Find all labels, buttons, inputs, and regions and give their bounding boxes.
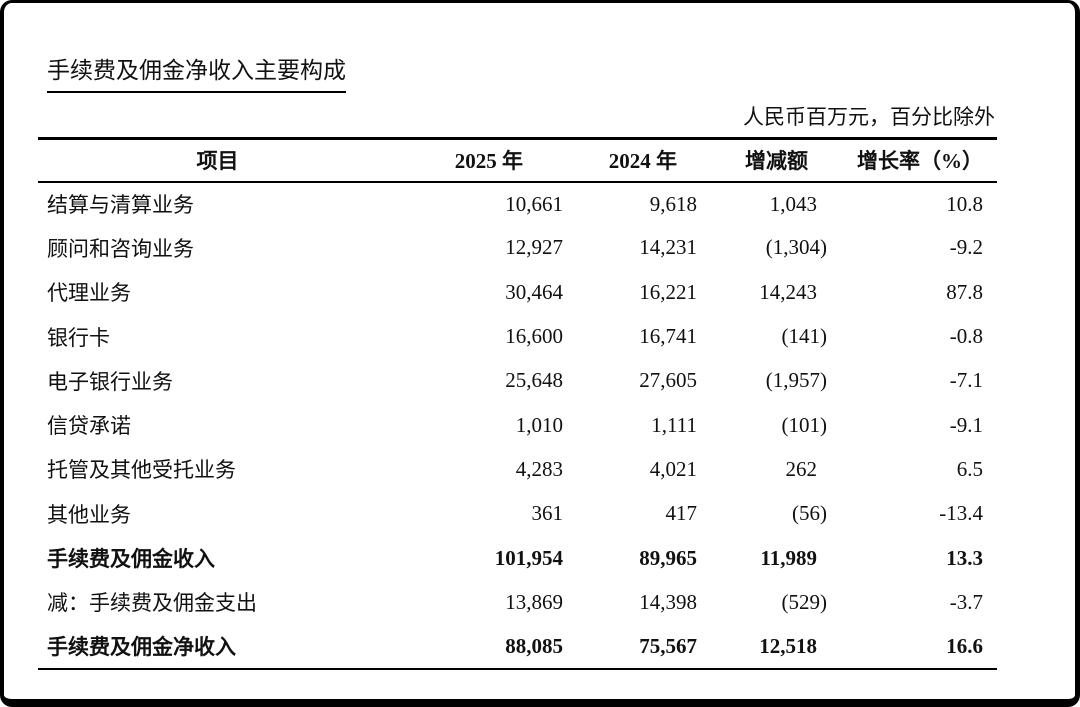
cell-2024: 9,618 (649, 191, 697, 216)
col-header-2025: 2025 年 (388, 137, 563, 183)
cell-change: (101) (781, 412, 828, 437)
cell-2024: 14,231 (639, 235, 697, 260)
table-row: 电子银行业务 25,648 27,605 (1,957) -7.1 (38, 359, 997, 403)
fee-commission-table: 项目 2025 年 2024 年 增减额 增长率（%） 结算与清算业务 10,6… (38, 137, 997, 670)
table-row: 银行卡 16,600 16,741 (141) -0.8 (38, 314, 997, 358)
cell-growth: -3.7 (949, 589, 983, 614)
cell-change: 262 (785, 456, 818, 481)
cell-item: 电子银行业务 (47, 369, 173, 394)
table-row-total-income: 手续费及佣金收入 101,954 89,965 11,989 13.3 (38, 536, 997, 580)
table-row: 信贷承诺 1,010 1,111 (101) -9.1 (38, 403, 997, 447)
unit-note: 人民币百万元，百分比除外 (743, 105, 995, 129)
cell-item: 减：手续费及佣金支出 (47, 591, 257, 616)
col-header-growth: 增长率（%） (817, 137, 997, 183)
cell-change: 1,043 (769, 191, 817, 216)
cell-2024: 1,111 (651, 412, 697, 437)
cell-2024: 14,398 (639, 589, 697, 614)
cell-2025: 101,954 (494, 545, 563, 570)
cell-growth: -7.1 (949, 368, 983, 393)
cell-2025: 13,869 (505, 589, 563, 614)
cell-change: (529) (781, 589, 828, 614)
cell-item: 手续费及佣金收入 (47, 547, 215, 572)
cell-item: 顾问和咨询业务 (47, 236, 194, 261)
cell-change: 12,518 (697, 624, 817, 670)
cell-2025: 25,648 (505, 368, 563, 393)
cell-2024: 4,021 (649, 456, 697, 481)
cell-2025: 12,927 (505, 235, 563, 260)
cell-growth: 16.6 (817, 624, 997, 670)
cell-2025: 1,010 (515, 412, 563, 437)
table-row-net-income: 手续费及佣金净收入 88,085 75,567 12,518 16.6 (38, 624, 997, 670)
cell-2024: 417 (665, 501, 698, 526)
cell-item: 托管及其他受托业务 (47, 458, 236, 483)
cell-2025: 88,085 (388, 624, 563, 670)
cell-growth: -13.4 (939, 501, 983, 526)
cell-growth: -0.8 (949, 324, 983, 349)
cell-growth: -9.2 (949, 235, 983, 260)
cell-2025: 4,283 (515, 456, 563, 481)
cell-item: 手续费及佣金净收入 (38, 624, 388, 670)
cell-2025: 16,600 (505, 324, 563, 349)
cell-change: (1,957) (765, 368, 827, 393)
table-row: 结算与清算业务 10,661 9,618 1,043 10.8 (38, 182, 997, 226)
cell-change: 14,243 (759, 279, 817, 304)
cell-2024: 16,741 (639, 324, 697, 349)
table-row: 顾问和咨询业务 12,927 14,231 (1,304) -9.2 (38, 226, 997, 270)
cell-growth: -9.1 (949, 412, 983, 437)
cell-2025: 30,464 (505, 279, 563, 304)
cell-growth: 87.8 (946, 279, 983, 304)
col-header-2024: 2024 年 (563, 137, 697, 183)
cell-growth: 13.3 (946, 545, 983, 570)
table-row: 代理业务 30,464 16,221 14,243 87.8 (38, 270, 997, 314)
table-row: 其他业务 361 417 (56) -13.4 (38, 492, 997, 536)
table-row: 托管及其他受托业务 4,283 4,021 262 6.5 (38, 447, 997, 491)
cell-change: 11,989 (760, 545, 817, 570)
cell-item: 其他业务 (47, 502, 131, 527)
table-row-expense-deduction: 减：手续费及佣金支出 13,869 14,398 (529) -3.7 (38, 580, 997, 624)
col-header-item: 项目 (38, 137, 388, 183)
cell-growth: 10.8 (946, 191, 983, 216)
cell-2024: 27,605 (639, 368, 697, 393)
cell-item: 银行卡 (47, 325, 110, 350)
cell-change: (56) (792, 501, 827, 526)
table-header-row: 项目 2025 年 2024 年 增减额 增长率（%） (38, 137, 997, 183)
cell-2024: 75,567 (563, 624, 697, 670)
cell-item: 结算与清算业务 (47, 193, 194, 218)
cell-change: (1,304) (765, 235, 827, 260)
cell-growth: 6.5 (956, 456, 983, 481)
cell-2025: 10,661 (505, 191, 563, 216)
cell-2024: 16,221 (639, 279, 697, 304)
page-title: 手续费及佣金净收入主要构成 (47, 55, 346, 93)
cell-item: 信贷承诺 (47, 414, 131, 439)
cell-change: (141) (781, 324, 828, 349)
cell-2025: 361 (531, 501, 564, 526)
col-header-change: 增减额 (697, 137, 817, 183)
cell-2024: 89,965 (639, 545, 697, 570)
cell-item: 代理业务 (47, 281, 131, 306)
